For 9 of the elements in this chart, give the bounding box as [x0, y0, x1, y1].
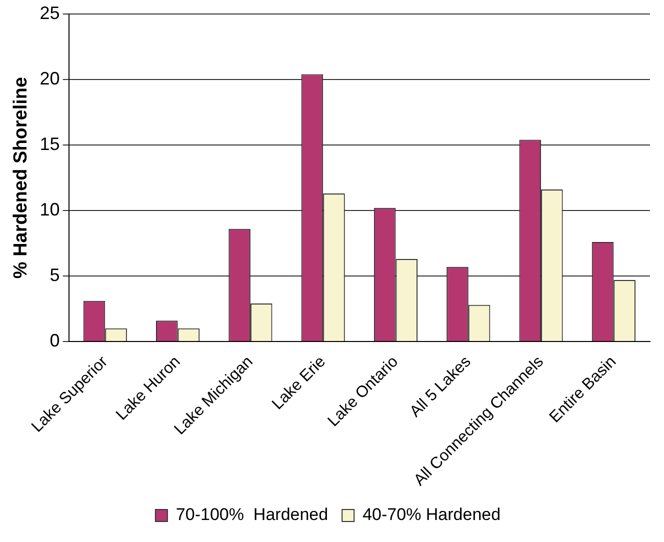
y-tick-label: 20 — [40, 68, 60, 88]
y-tick-label: 25 — [40, 2, 60, 23]
y-tick-label: 10 — [40, 199, 60, 220]
y-axis-title: % Hardened Shoreline — [10, 76, 32, 279]
y-tick-label: 15 — [40, 134, 60, 154]
legend-label: 70-100% Hardened — [176, 505, 328, 524]
legend-label: 40-70% Hardened — [362, 505, 501, 524]
y-tick-label: 5 — [50, 264, 60, 285]
y-tick-label: 0 — [50, 330, 60, 350]
